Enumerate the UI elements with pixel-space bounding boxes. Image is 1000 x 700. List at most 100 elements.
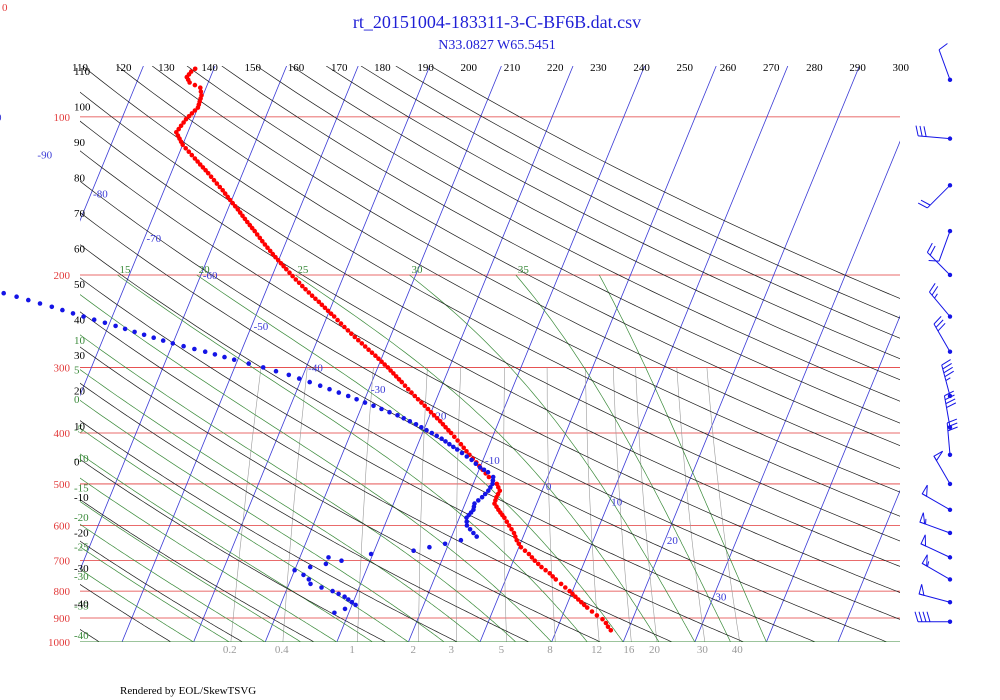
dewpoint-point	[260, 365, 266, 370]
dewpoint-point	[488, 485, 493, 490]
dewpoint-point	[14, 294, 19, 300]
dry-adiabat-label: 150	[245, 62, 262, 74]
dewpoint-point	[192, 346, 197, 352]
moist-adiabat-left-label: 5	[74, 365, 80, 377]
dry-adiabat-line	[80, 244, 816, 642]
dry-adiabat-line	[80, 499, 315, 642]
temperature-point	[419, 400, 424, 405]
temperature-point	[181, 120, 186, 125]
dewpoint-point	[429, 430, 435, 436]
isotherm-label: -50	[254, 321, 269, 333]
dewpoint-point	[60, 307, 65, 313]
isotherm-line	[837, 489, 900, 642]
dewpoint-point	[308, 581, 313, 587]
mixing-ratio-line	[230, 367, 262, 642]
moist-adiabat-label: 20	[199, 264, 211, 276]
dewpoint-point	[427, 544, 432, 550]
wind-barb	[918, 584, 953, 605]
temperature-point	[446, 427, 451, 433]
isotherm-label: -60	[203, 270, 218, 282]
dewpoint-point	[336, 591, 341, 597]
wind-barb-full	[931, 286, 939, 296]
temperature-point	[567, 588, 572, 594]
dewpoint-point	[346, 597, 351, 602]
dewpoint-point	[132, 329, 137, 335]
temperature-point	[576, 597, 581, 602]
dewpoint-point	[141, 332, 147, 338]
dewpoint-point	[336, 390, 342, 395]
wind-barb-full	[929, 283, 936, 293]
dry-adiabat-left-label: 100	[74, 102, 91, 114]
temperature-point	[608, 628, 614, 633]
temperature-point	[529, 555, 535, 560]
dewpoint-point	[353, 602, 358, 608]
chart-subtitle: N33.0827 W65.5451	[438, 38, 556, 53]
temperature-point	[369, 350, 375, 356]
isotherm-label: -70	[146, 233, 161, 245]
temperature-point	[409, 390, 414, 395]
dewpoint-point	[368, 551, 374, 557]
isobar-label: 300	[54, 362, 71, 374]
isobar-label: 400	[54, 428, 71, 440]
isotherm-line	[408, 66, 645, 642]
mixing-ratio-label: 30	[697, 644, 709, 656]
temperature-point	[603, 620, 609, 626]
temperature-point	[359, 341, 365, 346]
dry-adiabat-line	[80, 420, 458, 642]
temperature-point	[570, 591, 575, 597]
moist-adiabat-left-label: -10	[74, 453, 89, 465]
temperature-point	[563, 585, 568, 590]
mixing-ratio-label: 8	[547, 644, 553, 656]
temperature-point	[600, 616, 605, 622]
dewpoint-point	[482, 491, 488, 497]
temperature-point	[388, 368, 393, 373]
dry-adiabat-label: 220	[547, 62, 564, 74]
wind-barb-full	[928, 260, 940, 262]
dry-adiabat-left-label: -20	[74, 528, 89, 540]
dewpoint-point	[246, 361, 251, 366]
isotherm-label: 0	[546, 481, 552, 493]
temperature-point	[178, 123, 184, 129]
dry-adiabat-left-label: -30	[74, 563, 89, 575]
temperature-point	[296, 280, 302, 286]
temperature-point	[526, 551, 532, 557]
dewpoint-point	[451, 444, 456, 450]
dewpoint-point	[37, 301, 43, 306]
dry-adiabat-label: 120	[115, 62, 132, 74]
chart-title: rt_20151004-183311-3-C-BF6B.dat.csv	[353, 12, 641, 32]
mixing-ratio-label: 5	[499, 644, 505, 656]
wind-barb-full	[926, 242, 933, 253]
dewpoint-point	[411, 548, 416, 553]
temperature-point	[284, 266, 289, 272]
temperature-point	[547, 571, 552, 576]
temperature-point	[189, 111, 195, 116]
dewpoint-point	[342, 606, 348, 612]
dry-adiabat-label: 290	[849, 62, 866, 74]
wind-barb-staff	[927, 184, 951, 209]
isobar-label: 1000	[48, 637, 71, 649]
dewpoint-point	[458, 537, 464, 543]
dry-adiabat-line	[80, 91, 900, 542]
temperature-point	[349, 331, 354, 337]
dewpoint-point	[474, 534, 480, 539]
temperature-point	[581, 602, 587, 608]
dewpoint-point	[424, 427, 429, 433]
wind-barb-flag	[919, 512, 926, 525]
dewpoint-point	[122, 326, 128, 332]
temperature-point	[217, 184, 223, 190]
wind-barb-half	[934, 293, 938, 299]
moist-adiabat-line	[117, 274, 588, 642]
temperature-point	[328, 311, 334, 317]
dewpoint-point	[26, 297, 31, 303]
moist-adiabat-left-label: -5	[74, 424, 84, 436]
temperature-point	[356, 337, 361, 343]
axis-labels: 1002003004005006007008009001000-100-90-8…	[0, 62, 910, 656]
mixing-ratio-label: 3	[448, 644, 454, 656]
dewpoint-point	[81, 314, 86, 319]
temperature-point	[186, 114, 192, 119]
temperature-point	[594, 613, 600, 618]
mixing-ratio-line	[357, 367, 374, 642]
dewpoint-point	[473, 461, 479, 467]
isotherm-line	[622, 66, 860, 642]
